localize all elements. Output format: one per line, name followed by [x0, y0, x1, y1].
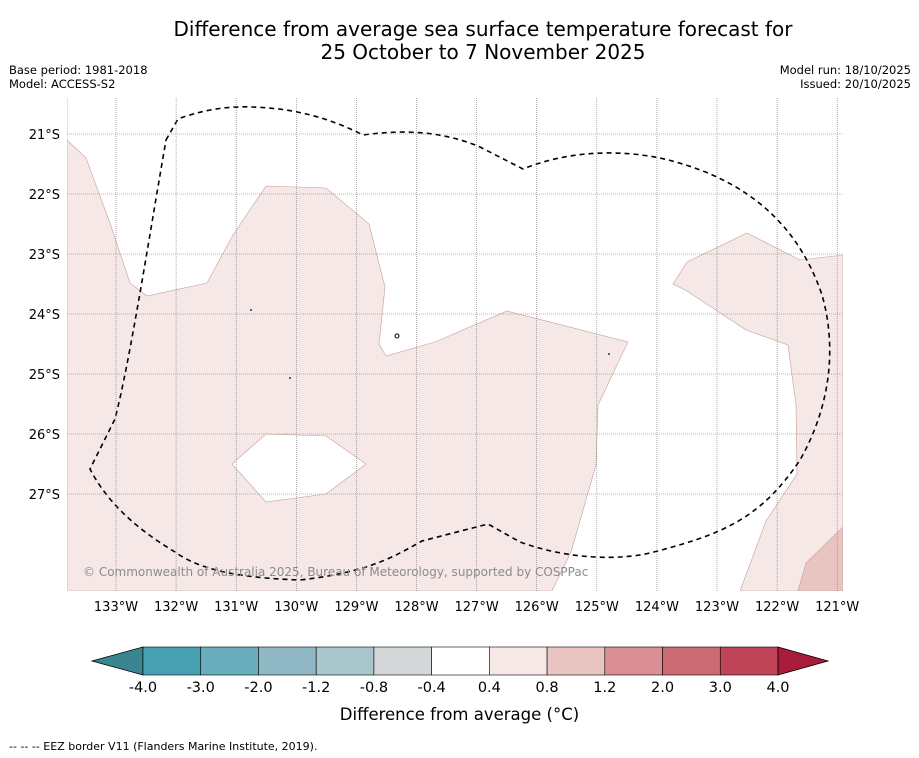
lat-tick-label: 25°S — [29, 368, 60, 383]
lon-tick-label: 124°W — [635, 600, 679, 615]
colorbar-segment — [489, 646, 548, 676]
colorbar-label: 3.0 — [709, 680, 732, 696]
colorbar-extend-high — [777, 646, 830, 676]
island — [608, 353, 610, 355]
issued-date: Issued: 20/10/2025 — [800, 77, 911, 91]
colorbar: -4.0 -3.0 -2.0 -1.2 -0.8 -0.4 0.4 0.8 1.2 2.0 3.0 4… — [90, 646, 830, 696]
title-line-2: 25 October to 7 November 2025 — [320, 40, 646, 64]
colorbar-label: 0.8 — [536, 680, 559, 696]
lon-tick-label: 131°W — [214, 600, 258, 615]
meta-left: Base period: 1981-2018 Model: ACCESS-S2 — [9, 63, 148, 91]
lon-tick-label: 130°W — [274, 600, 318, 615]
colorbar-label: 4.0 — [766, 680, 789, 696]
model-run: Model run: 18/10/2025 — [779, 63, 911, 77]
colorbar-label: -2.0 — [244, 680, 272, 696]
colorbar-segment — [546, 646, 606, 676]
lon-tick-label: 121°W — [815, 600, 859, 615]
lat-tick-label: 24°S — [29, 308, 60, 323]
colorbar-label: -4.0 — [129, 680, 157, 696]
lat-tick-label: 23°S — [29, 248, 60, 263]
colorbar-segment — [662, 646, 721, 676]
colorbar-segment — [373, 646, 432, 676]
lon-tick-label: 126°W — [515, 600, 559, 615]
colorbar-label: -1.2 — [302, 680, 330, 696]
colorbar-segment — [431, 646, 490, 676]
title-line-1: Difference from average sea surface temp… — [173, 17, 793, 41]
meta-right: Model run: 18/10/2025 Issued: 20/10/2025 — [780, 63, 911, 91]
anomaly-region-west — [67, 98, 629, 591]
lon-tick-label: 133°W — [94, 600, 138, 615]
chart-title: Difference from average sea surface temp… — [0, 18, 919, 64]
colorbar-label: 0.4 — [478, 680, 501, 696]
lon-tick-label: 125°W — [575, 600, 619, 615]
anomaly-region-warm — [797, 526, 843, 591]
island — [250, 309, 252, 311]
lon-tick-label: 128°W — [394, 600, 438, 615]
map-panel — [67, 98, 843, 591]
colorbar-title: Difference from average (°C) — [339, 705, 580, 724]
lat-tick-label: 27°S — [29, 488, 60, 503]
lat-tick-label: 26°S — [29, 428, 60, 443]
colorbar-label: -3.0 — [187, 680, 215, 696]
lon-tick-label: 123°W — [695, 600, 739, 615]
lat-tick-label: 22°S — [29, 188, 60, 203]
colorbar-segment — [315, 646, 375, 676]
colorbar-extend-low — [90, 646, 144, 676]
model-name: Model: ACCESS-S2 — [9, 77, 116, 91]
colorbar-label: -0.4 — [417, 680, 445, 696]
island — [289, 377, 291, 379]
colorbar-segment — [142, 646, 202, 676]
colorbar-label: -0.8 — [360, 680, 388, 696]
colorbar-segment — [719, 646, 779, 676]
colorbar-label: 1.2 — [593, 680, 616, 696]
lon-tick-label: 129°W — [334, 600, 378, 615]
colorbar-segment — [258, 646, 317, 676]
island — [394, 333, 400, 339]
lon-tick-label: 122°W — [755, 600, 799, 615]
lon-tick-label: 127°W — [455, 600, 499, 615]
copyright-note: © Commonwealth of Australia 2025, Bureau… — [83, 565, 589, 579]
lon-tick-label: 132°W — [154, 600, 198, 615]
anomaly-region-east — [672, 232, 843, 591]
colorbar-label: 2.0 — [651, 680, 674, 696]
gridlines — [67, 98, 843, 591]
lat-tick-label: 21°S — [29, 128, 60, 143]
latitude-labels: 21°S 22°S 23°S 24°S 25°S 26°S 27°S — [29, 128, 60, 503]
colorbar-segment — [200, 646, 259, 676]
base-period: Base period: 1981-2018 — [9, 63, 148, 77]
colorbar-segment — [604, 646, 663, 676]
longitude-labels: 133°W 132°W 131°W 130°W 129°W 128°W 127°W 126°W… — [94, 600, 860, 615]
eez-footnote: -- -- -- EEZ border V11 (Flanders Marine… — [9, 740, 318, 753]
